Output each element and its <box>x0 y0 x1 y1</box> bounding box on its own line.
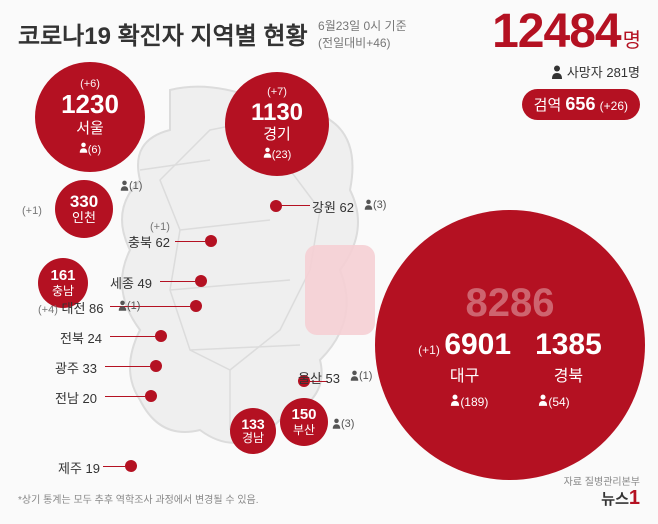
combined-count: 8286 <box>466 281 555 326</box>
date-line: 6월23일 0시 기준 (전일대비+46) <box>318 17 407 51</box>
chungnam-name: 충남 <box>52 285 74 299</box>
deaths-text: 사망자 281명 <box>567 65 640 80</box>
bubble-gyeongnam: 133 경남 <box>230 408 276 454</box>
daejeon-deaths: (1) <box>118 300 140 312</box>
gyeongbuk-deaths: (54) <box>538 394 569 409</box>
deaths: 사망자 281명 <box>492 62 640 81</box>
dot-daejeon <box>190 300 202 312</box>
gangwon-deaths: (3) <box>364 199 386 211</box>
dot-jeonnam <box>145 390 157 402</box>
bubble-seoul: (+6) 1230 서울 (6) <box>35 62 145 172</box>
leader-sejong <box>160 281 195 282</box>
busan-deaths: (3) <box>332 418 354 430</box>
gyeonggi-delta: (+7) <box>267 86 287 99</box>
leader-chungbuk <box>175 241 205 242</box>
lbl-jeju: 제주 19 <box>58 458 100 477</box>
daegu-name: 대구 <box>418 362 511 386</box>
leader-gwangju <box>105 366 150 367</box>
daegu-deaths: (189) <box>450 394 488 409</box>
highlight-gyeongbuk <box>305 245 375 335</box>
total-block: 12484명 사망자 281명 검역 656 (+26) <box>492 8 640 120</box>
daegu-delta: (+1) <box>418 343 440 357</box>
ulsan-deaths: (1) <box>350 370 372 382</box>
gyeongbuk-name: 경북 <box>535 362 602 386</box>
seoul-delta: (+6) <box>80 78 100 91</box>
lbl-ulsan: 울산 53 <box>298 368 340 387</box>
leader-jeonbuk <box>110 336 155 337</box>
dot-gangwon <box>270 200 282 212</box>
gyeonggi-name: 경기 <box>263 126 291 143</box>
dot-gwangju <box>150 360 162 372</box>
bubble-gyeonggi: (+7) 1130 경기 (23) <box>225 72 329 176</box>
source: 자료 질병관리본부 <box>564 473 640 488</box>
person-icon <box>551 65 563 79</box>
lbl-gangwon: 강원 62 <box>312 197 354 216</box>
lbl-gwangju: 광주 33 <box>55 358 97 377</box>
lbl-jeonnam: 전남 20 <box>55 388 97 407</box>
seoul-num: 1230 <box>61 90 119 120</box>
bubble-incheon: 330 인천 <box>55 180 113 238</box>
lbl-sejong: 세종 49 <box>110 273 152 292</box>
footer-note: *상기 통계는 모두 추후 역학조사 과정에서 변경될 수 있음. <box>18 491 259 506</box>
quarantine-delta: (+26) <box>600 99 628 113</box>
big-bubble-daegu-gyeongbuk: 8286 (+1) 6901 대구 1385 경북 (189) (54) <box>375 210 645 480</box>
total-confirmed: 12484명 <box>492 8 640 56</box>
incheon-deaths: (1) <box>120 180 142 192</box>
chungnam-num: 161 <box>50 267 75 284</box>
busan-name: 부산 <box>293 424 315 438</box>
gyeongnam-num: 133 <box>241 416 264 432</box>
page-title: 코로나19 확진자 지역별 현황 <box>18 23 308 50</box>
dot-sejong <box>195 275 207 287</box>
logo: 뉴스1 <box>601 487 640 510</box>
seoul-name: 서울 <box>76 120 104 137</box>
lbl-chungbuk: 충북 62 <box>128 232 170 251</box>
quarantine-label: 검역 <box>534 97 562 114</box>
day-change: (전일대비+46) <box>318 36 391 50</box>
seoul-deaths: (6) <box>88 144 101 156</box>
gyeongnam-name: 경남 <box>242 432 264 446</box>
col-daegu: (+1) 6901 대구 <box>418 330 511 386</box>
daegu-num: 6901 <box>444 328 511 361</box>
lbl-daejeon: (+4) 대전 86 <box>38 298 104 317</box>
leader-jeju <box>103 466 125 467</box>
quarantine-value: 656 <box>565 94 595 114</box>
gyeonggi-num: 1130 <box>251 99 303 127</box>
incheon-delta-lbl: (+1) <box>22 202 42 217</box>
leader-jeonnam <box>105 396 145 397</box>
dot-jeju <box>125 460 137 472</box>
bubble-busan: 150 부산 <box>280 398 328 446</box>
quarantine-badge: 검역 656 (+26) <box>522 89 640 120</box>
total-value: 12484 <box>492 5 620 58</box>
gyeongbuk-num: 1385 <box>535 330 602 360</box>
chungbuk-delta: (+1) <box>150 218 170 233</box>
gyeonggi-deaths: (23) <box>272 149 292 161</box>
incheon-name: 인천 <box>72 211 96 226</box>
busan-num: 150 <box>291 406 316 423</box>
incheon-num: 330 <box>70 192 98 212</box>
dot-chungbuk <box>205 235 217 247</box>
leader-gangwon <box>282 205 310 206</box>
dot-jeonbuk <box>155 330 167 342</box>
total-suffix: 명 <box>623 30 640 52</box>
lbl-jeonbuk: 전북 24 <box>60 328 102 347</box>
col-gyeongbuk: 1385 경북 <box>535 330 602 386</box>
date-text: 6월23일 0시 기준 <box>318 19 407 33</box>
